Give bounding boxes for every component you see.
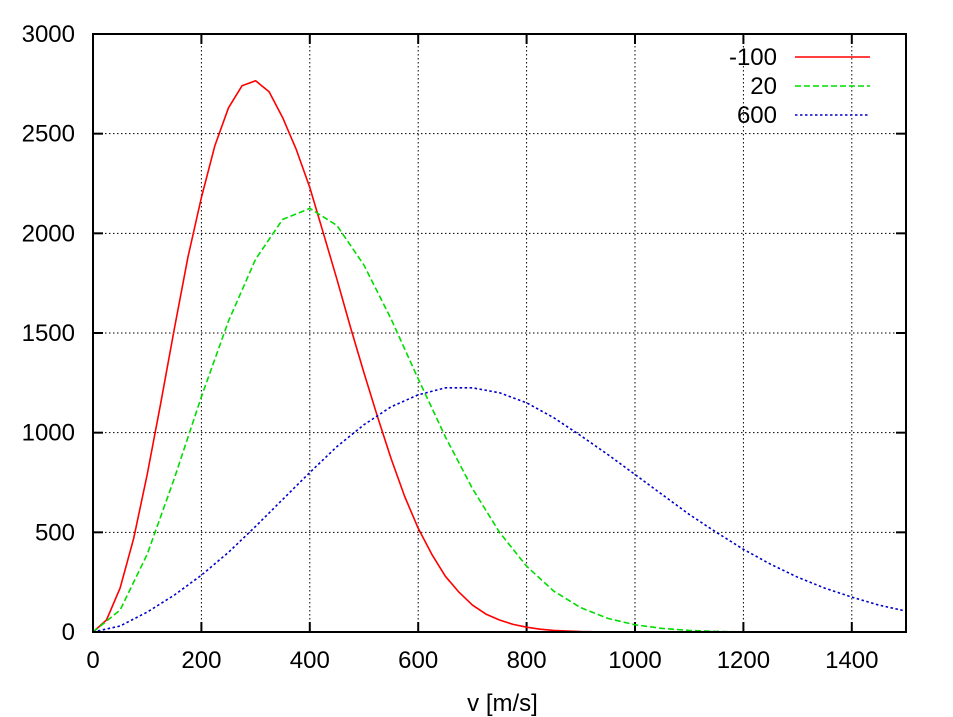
tick-labels: 0 200 400 600 800 1000 1200 1400 0 500 1000 1500 200… bbox=[22, 21, 879, 674]
x-tick-label: 1400 bbox=[825, 647, 878, 674]
legend-label-1: 20 bbox=[750, 73, 777, 100]
legend-label-0: -100 bbox=[729, 44, 777, 71]
y-tick-label: 1000 bbox=[22, 420, 75, 447]
legend-label-2: 600 bbox=[737, 102, 777, 129]
x-tick-label: 600 bbox=[398, 647, 438, 674]
x-axis-label: v [m/s] bbox=[467, 690, 538, 717]
y-tick-label: 1500 bbox=[22, 320, 75, 347]
y-tick-label: 500 bbox=[35, 519, 75, 546]
y-tick-label: 2000 bbox=[22, 220, 75, 247]
plot-frame bbox=[92, 33, 907, 633]
x-tick-label: 1200 bbox=[717, 647, 770, 674]
x-tick-label: 200 bbox=[181, 647, 221, 674]
x-tick-label: 1000 bbox=[608, 647, 661, 674]
x-tick-label: 400 bbox=[290, 647, 330, 674]
grid bbox=[93, 34, 906, 632]
series-line-2 bbox=[92, 386, 907, 633]
y-tick-label: 0 bbox=[62, 619, 75, 646]
series-line-1 bbox=[92, 207, 906, 633]
x-tick-label: 0 bbox=[86, 647, 99, 674]
y-tick-label: 3000 bbox=[22, 21, 75, 48]
ticks bbox=[92, 33, 906, 633]
x-tick-label: 800 bbox=[507, 647, 547, 674]
y-tick-label: 2500 bbox=[22, 121, 75, 148]
